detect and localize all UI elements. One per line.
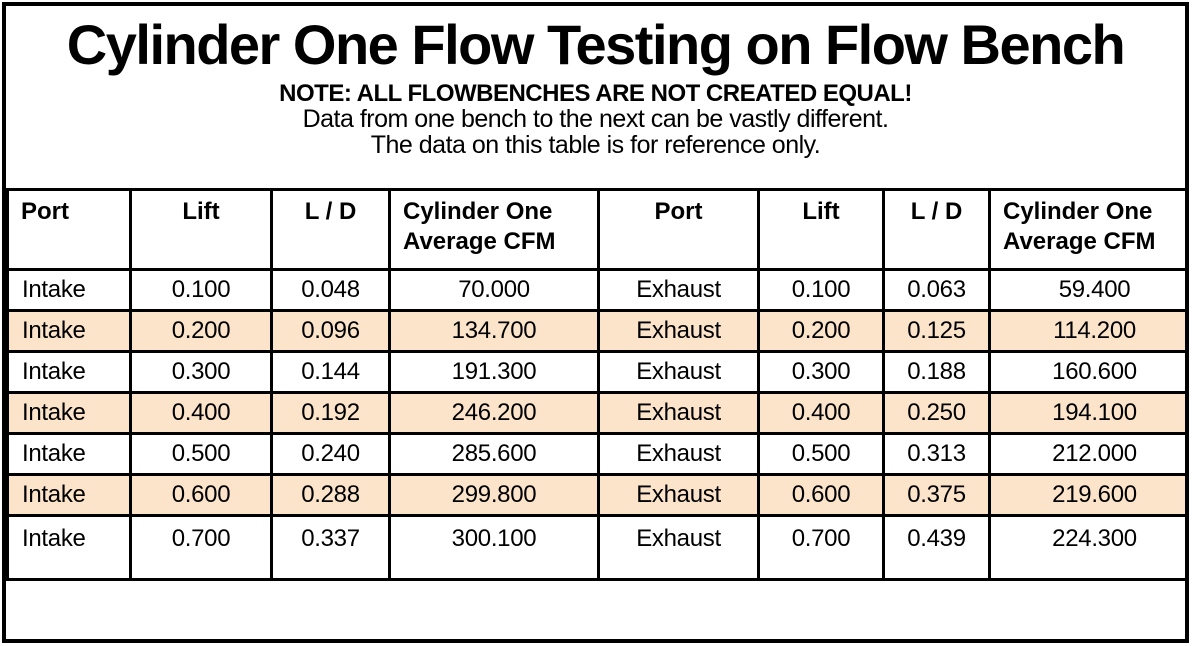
note-headline: NOTE: ALL FLOWBENCHES ARE NOT CREATED EQ… xyxy=(279,79,912,107)
ld-cell: 0.337 xyxy=(270,514,391,581)
cfm-cell: 300.100 xyxy=(388,514,600,581)
cfm-cell: 194.100 xyxy=(988,391,1185,435)
cfm-cell: 246.200 xyxy=(388,391,600,435)
port-cell: Exhaust xyxy=(597,268,760,312)
header-port-intake: Port xyxy=(6,188,132,271)
table-row: Intake 0.600 0.288 299.800 Exhaust 0.600… xyxy=(6,473,1185,517)
lift-cell: 0.700 xyxy=(129,514,273,581)
port-cell: Exhaust xyxy=(597,432,760,476)
lift-cell: 0.700 xyxy=(757,514,885,581)
ld-cell: 0.048 xyxy=(270,268,391,312)
cfm-cell: 224.300 xyxy=(988,514,1185,581)
ld-cell: 0.375 xyxy=(882,473,991,517)
cfm-cell: 70.000 xyxy=(388,268,600,312)
ld-cell: 0.192 xyxy=(270,391,391,435)
ld-cell: 0.240 xyxy=(270,432,391,476)
port-cell: Intake xyxy=(6,432,132,476)
header-lift-intake: Lift xyxy=(129,188,273,271)
table-row: Intake 0.500 0.240 285.600 Exhaust 0.500… xyxy=(6,432,1185,476)
table-row: Intake 0.300 0.144 191.300 Exhaust 0.300… xyxy=(6,350,1185,394)
port-cell: Intake xyxy=(6,473,132,517)
ld-cell: 0.288 xyxy=(270,473,391,517)
ld-cell: 0.144 xyxy=(270,350,391,394)
title-block: Cylinder One Flow Testing on Flow Bench … xyxy=(6,6,1185,188)
port-cell: Exhaust xyxy=(597,350,760,394)
header-cfm-exhaust: Cylinder One Average CFM xyxy=(988,188,1185,271)
header-ld-exhaust: L / D xyxy=(882,188,991,271)
header-ld-intake: L / D xyxy=(270,188,391,271)
port-cell: Exhaust xyxy=(597,309,760,353)
port-cell: Exhaust xyxy=(597,514,760,581)
ld-cell: 0.250 xyxy=(882,391,991,435)
cfm-cell: 212.000 xyxy=(988,432,1185,476)
table-row: Intake 0.200 0.096 134.700 Exhaust 0.200… xyxy=(6,309,1185,353)
table-row: Intake 0.400 0.192 246.200 Exhaust 0.400… xyxy=(6,391,1185,435)
lift-cell: 0.300 xyxy=(129,350,273,394)
table-row: Intake 0.100 0.048 70.000 Exhaust 0.100 … xyxy=(6,268,1185,312)
cfm-cell: 114.200 xyxy=(988,309,1185,353)
cfm-cell: 219.600 xyxy=(988,473,1185,517)
lift-cell: 0.600 xyxy=(757,473,885,517)
port-cell: Intake xyxy=(6,350,132,394)
cfm-cell: 285.600 xyxy=(388,432,600,476)
ld-cell: 0.125 xyxy=(882,309,991,353)
ld-cell: 0.096 xyxy=(270,309,391,353)
cfm-cell: 134.700 xyxy=(388,309,600,353)
lift-cell: 0.500 xyxy=(129,432,273,476)
cfm-cell: 299.800 xyxy=(388,473,600,517)
cfm-cell: 191.300 xyxy=(388,350,600,394)
lift-cell: 0.200 xyxy=(757,309,885,353)
port-cell: Exhaust xyxy=(597,391,760,435)
port-cell: Intake xyxy=(6,514,132,581)
lift-cell: 0.300 xyxy=(757,350,885,394)
ld-cell: 0.063 xyxy=(882,268,991,312)
ld-cell: 0.188 xyxy=(882,350,991,394)
cfm-cell: 160.600 xyxy=(988,350,1185,394)
header-row: Port Lift L / D Cylinder One Average CFM… xyxy=(6,188,1185,271)
header-port-exhaust: Port xyxy=(597,188,760,271)
lift-cell: 0.400 xyxy=(129,391,273,435)
port-cell: Intake xyxy=(6,391,132,435)
table-row: Intake 0.700 0.337 300.100 Exhaust 0.700… xyxy=(6,514,1185,581)
flow-data-table: Port Lift L / D Cylinder One Average CFM… xyxy=(6,188,1185,581)
lift-cell: 0.200 xyxy=(129,309,273,353)
ld-cell: 0.313 xyxy=(882,432,991,476)
header-lift-exhaust: Lift xyxy=(757,188,885,271)
lift-cell: 0.100 xyxy=(757,268,885,312)
lift-cell: 0.400 xyxy=(757,391,885,435)
port-cell: Exhaust xyxy=(597,473,760,517)
cfm-cell: 59.400 xyxy=(988,268,1185,312)
lift-cell: 0.600 xyxy=(129,473,273,517)
port-cell: Intake xyxy=(6,309,132,353)
lift-cell: 0.100 xyxy=(129,268,273,312)
note-line-2: Data from one bench to the next can be v… xyxy=(302,105,889,134)
lift-cell: 0.500 xyxy=(757,432,885,476)
header-cfm-intake: Cylinder One Average CFM xyxy=(388,188,600,271)
page-title: Cylinder One Flow Testing on Flow Bench xyxy=(66,13,1126,76)
ld-cell: 0.439 xyxy=(882,514,991,581)
port-cell: Intake xyxy=(6,268,132,312)
note-line-3: The data on this table is for reference … xyxy=(370,130,821,159)
